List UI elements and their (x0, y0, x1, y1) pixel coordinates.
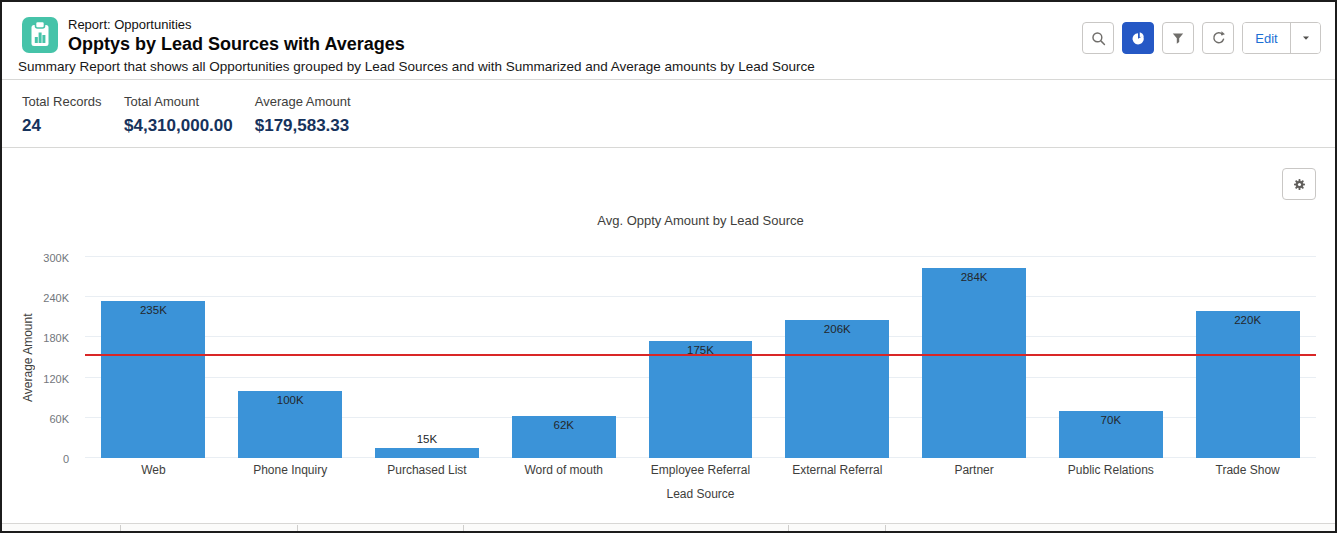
category-label: Public Relations (1042, 463, 1179, 477)
metric-label: Total Amount (124, 94, 233, 109)
bar-slot: 70K (1042, 257, 1179, 458)
metric-value: 24 (22, 116, 102, 136)
bar-value-label: 62K (512, 419, 616, 431)
toolbar: Edit (1082, 22, 1321, 54)
category-label: Phone Inquiry (222, 463, 359, 477)
refresh-button[interactable] (1202, 22, 1234, 54)
report-window: Report: Opportunities Opptys by Lead Sou… (0, 0, 1337, 533)
bar-value-label: 70K (1059, 414, 1163, 426)
report-table-top-edge (2, 523, 1335, 531)
filter-icon (1170, 30, 1186, 46)
chart-settings-button[interactable] (1282, 168, 1316, 200)
report-description: Summary Report that shows all Opportunit… (18, 59, 1315, 74)
table-column-divider (120, 525, 121, 531)
bar[interactable]: 70K (1059, 411, 1163, 458)
category-label: Employee Referral (632, 463, 769, 477)
bar-slot: 220K (1179, 257, 1316, 458)
metric-average-amount: Average Amount $179,583.33 (255, 94, 351, 147)
category-label: External Referral (769, 463, 906, 477)
metric-value: $4,310,000.00 (124, 116, 233, 136)
pie-chart-icon (1130, 30, 1146, 46)
bar[interactable]: 175K (649, 341, 753, 458)
y-tick-label: 300K (43, 252, 69, 264)
report-header: Report: Opportunities Opptys by Lead Sou… (2, 2, 1335, 80)
bar-slot: 206K (769, 257, 906, 458)
bar-value-label: 100K (238, 394, 342, 406)
category-label: Word of mouth (495, 463, 632, 477)
bar-value-label: 15K (375, 433, 479, 445)
bar-slot: 235K (85, 257, 222, 458)
bar[interactable]: 284K (922, 268, 1026, 458)
table-column-divider (297, 525, 298, 531)
bar-slot: 100K (222, 257, 359, 458)
metric-total-records: Total Records 24 (22, 94, 102, 147)
bar[interactable]: 62K (512, 416, 616, 458)
plot-area: 235K 100K 15K 62K 175K 206K 284K 70K 220K (85, 257, 1316, 458)
category-label: Trade Show (1179, 463, 1316, 477)
chart-title: Avg. Oppty Amount by Lead Source (85, 213, 1316, 228)
bars-row: 235K 100K 15K 62K 175K 206K 284K 70K 220K (85, 257, 1316, 458)
edit-button[interactable]: Edit (1243, 23, 1290, 53)
metric-label: Total Records (22, 94, 102, 109)
y-tick-label: 0 (63, 453, 69, 465)
bar-slot: 284K (906, 257, 1043, 458)
category-label: Partner (906, 463, 1043, 477)
bar-slot: 15K (359, 257, 496, 458)
page-title: Opptys by Lead Sources with Averages (68, 33, 405, 55)
metric-value: $179,583.33 (255, 116, 351, 136)
bar[interactable]: 100K (238, 391, 342, 458)
bar-value-label: 206K (785, 323, 889, 335)
chart-section: Avg. Oppty Amount by Lead Source Average… (2, 148, 1335, 523)
category-label: Web (85, 463, 222, 477)
search-icon (1090, 30, 1107, 47)
report-clipboard-icon (22, 17, 58, 53)
filter-button[interactable] (1162, 22, 1194, 54)
bar-value-label: 235K (101, 304, 205, 316)
edit-button-group: Edit (1242, 22, 1321, 54)
gear-icon (1292, 177, 1307, 192)
bar[interactable]: 15K (375, 448, 479, 458)
chart-toggle-button[interactable] (1122, 22, 1154, 54)
bar[interactable]: 220K (1196, 311, 1300, 458)
chevron-down-icon (1300, 32, 1312, 44)
y-tick-label: 180K (43, 332, 69, 344)
y-tick-label: 120K (43, 373, 69, 385)
report-type-breadcrumb: Report: Opportunities (68, 17, 405, 32)
y-tick-label: 60K (49, 413, 69, 425)
bar-slot: 62K (495, 257, 632, 458)
table-column-divider (463, 525, 464, 531)
bar-value-label: 284K (922, 271, 1026, 283)
category-row: WebPhone InquiryPurchased ListWord of mo… (85, 463, 1316, 477)
edit-menu-button[interactable] (1290, 23, 1320, 53)
category-label: Purchased List (359, 463, 496, 477)
bar[interactable]: 206K (785, 320, 889, 458)
bar-value-label: 220K (1196, 314, 1300, 326)
refresh-icon (1210, 30, 1227, 47)
metric-label: Average Amount (255, 94, 351, 109)
x-axis-label: Lead Source (85, 487, 1316, 501)
bar-slot: 175K (632, 257, 769, 458)
metric-total-amount: Total Amount $4,310,000.00 (124, 94, 233, 147)
summary-metrics: Total Records 24 Total Amount $4,310,000… (2, 80, 1335, 148)
y-tick-label: 240K (43, 292, 69, 304)
table-column-divider (788, 525, 789, 531)
table-column-divider (885, 525, 886, 531)
average-reference-line (85, 354, 1316, 356)
search-button[interactable] (1082, 22, 1114, 54)
bar[interactable]: 235K (101, 301, 205, 458)
y-axis-ticks: 060K120K180K240K300K (2, 257, 77, 458)
